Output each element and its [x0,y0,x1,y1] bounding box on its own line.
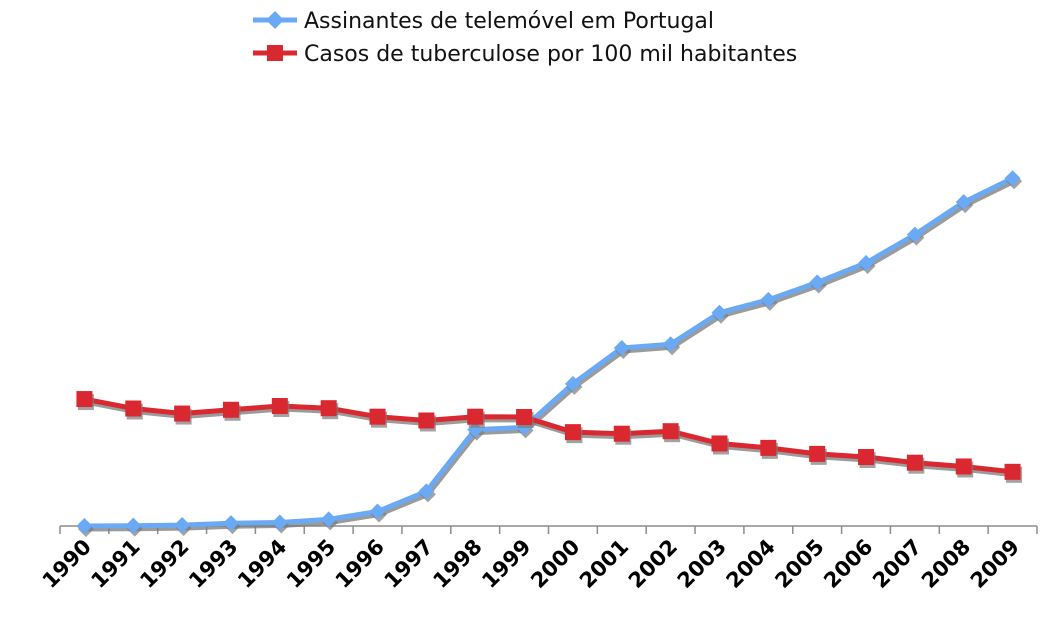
legend-entry: Casos de tuberculose por 100 mil habitan… [253,42,797,67]
data-point [760,291,777,308]
data-point [760,439,777,456]
x-tick-label: 2006 [819,535,877,593]
x-tick-label: 1990 [38,535,96,593]
series-2 [76,391,1023,483]
x-tick-label: 1991 [87,535,145,593]
legend-marker [266,11,284,29]
data-point [125,400,142,417]
legend-label: Assinantes de telemóvel em Portugal [304,9,714,34]
legend-entry: Assinantes de telemóvel em Portugal [253,9,714,34]
series-line-shadow [85,178,1016,532]
data-point [858,254,875,271]
data-point [320,511,337,528]
data-point [418,412,435,429]
x-tick-label: 2004 [722,535,780,593]
x-tick-label: 2002 [624,535,682,593]
data-point [271,397,288,414]
data-point [174,405,191,422]
data-point [809,445,826,462]
x-tick-label: 2007 [868,535,926,593]
legend: Assinantes de telemóvel em Portugal Casos… [253,9,797,67]
x-tick-label: 2000 [526,535,584,593]
data-point [662,336,679,353]
data-point [1004,463,1021,480]
data-point [516,409,533,426]
data-point [1004,170,1021,187]
data-point [320,400,337,417]
data-point [906,226,923,243]
data-point [174,517,191,534]
data-point [271,514,288,531]
series-line [84,175,1014,529]
data-point [613,340,630,357]
data-point [711,304,728,321]
data-point [564,375,581,392]
x-tick-label: 1998 [428,535,486,593]
data-point [809,274,826,291]
data-point [662,423,679,440]
x-tick-label: 1992 [135,535,193,593]
x-tick-label: 1999 [477,535,535,593]
x-tick-label: 2009 [966,535,1024,593]
data-point [369,503,386,520]
x-tick-label: 2005 [770,535,828,593]
data-point [711,435,728,452]
x-tick-labels: 1990199119921993199419951996199719981999… [38,535,1024,593]
x-tick-label: 1996 [331,535,389,593]
legend-marker [267,45,283,61]
data-point [222,515,239,532]
x-tick-label: 1997 [380,535,438,593]
data-point [858,449,875,466]
data-point [76,391,93,408]
legend-label: Casos de tuberculose por 100 mil habitan… [304,42,797,67]
x-tick-label: 2008 [917,535,975,593]
data-point [906,454,923,471]
x-tick-label: 2001 [575,535,633,593]
x-tick-label: 2003 [673,535,731,593]
data-point [467,408,484,425]
series-1 [76,170,1023,537]
data-point [564,424,581,441]
data-point [613,425,630,442]
data-point [955,194,972,211]
data-point [125,517,142,534]
data-point [955,458,972,475]
data-point [76,518,93,534]
x-tick-label: 1994 [233,535,291,593]
data-point [222,401,239,418]
data-point [418,483,435,500]
series-layer [76,170,1023,537]
x-tick-label: 1995 [282,535,340,593]
x-tick-label: 1993 [184,535,242,593]
data-point [369,408,386,425]
